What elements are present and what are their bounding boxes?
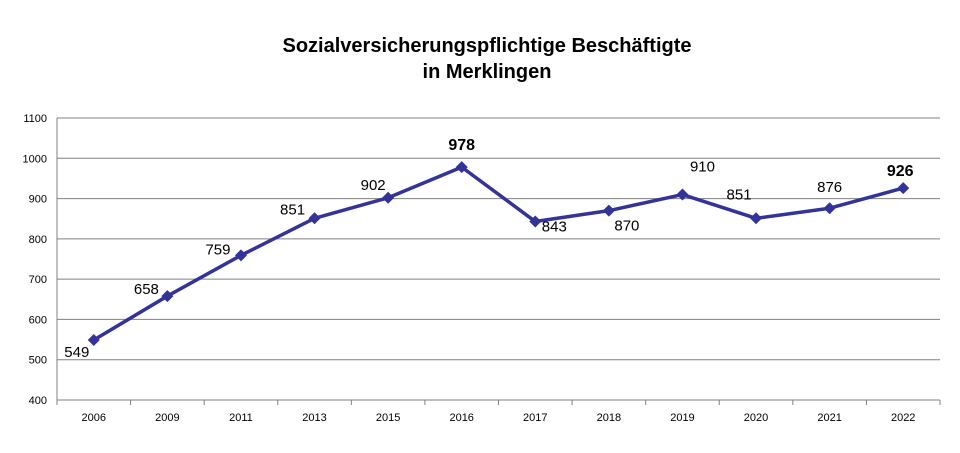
x-tick-label-2015: 2015	[376, 412, 400, 424]
data-point-2021	[823, 202, 836, 215]
data-label-2016: 978	[448, 137, 475, 154]
x-tick-label-2019: 2019	[670, 412, 694, 424]
y-tick-label-500: 500	[29, 355, 47, 367]
data-point-2009	[161, 290, 174, 303]
data-point-2019	[676, 188, 689, 201]
data-point-2020	[750, 212, 763, 225]
data-label-2006: 549	[64, 344, 89, 361]
x-tick-label-2009: 2009	[155, 412, 179, 424]
chart-title: Sozialversicherungspflichtige Beschäftig…	[0, 33, 960, 85]
y-tick-label-600: 600	[29, 314, 47, 326]
data-label-2009: 658	[134, 281, 159, 298]
y-tick-label-700: 700	[29, 274, 47, 286]
data-point-2015	[382, 191, 395, 204]
data-point-2017	[529, 215, 542, 228]
y-tick-label-1000: 1000	[23, 153, 47, 165]
y-tick-label-900: 900	[29, 194, 47, 206]
data-point-2016	[455, 161, 468, 174]
data-label-2018: 870	[614, 218, 639, 235]
x-tick-label-2011: 2011	[229, 412, 253, 424]
y-tick-label-1100: 1100	[23, 113, 47, 125]
data-label-2011: 759	[205, 241, 230, 258]
data-label-2022: 926	[887, 163, 914, 180]
x-tick-label-2018: 2018	[597, 412, 621, 424]
x-tick-label-2006: 2006	[82, 412, 106, 424]
x-tick-label-2021: 2021	[817, 412, 841, 424]
data-point-2022	[897, 182, 910, 195]
y-tick-label-400: 400	[29, 395, 47, 407]
data-label-2020: 851	[727, 186, 752, 203]
series-line	[92, 165, 904, 342]
x-tick-label-2016: 2016	[449, 412, 473, 424]
data-label-2015: 902	[361, 177, 386, 194]
data-label-2019: 910	[690, 159, 715, 176]
x-tick-label-2022: 2022	[891, 412, 915, 424]
chart-title-line-2: in Merklingen	[422, 61, 552, 83]
data-label-2013: 851	[280, 201, 305, 218]
data-point-2013	[308, 212, 321, 225]
data-point-2018	[602, 204, 615, 217]
data-point-2011	[234, 249, 247, 262]
data-label-2021: 876	[817, 179, 842, 196]
x-tick-label-2013: 2013	[302, 412, 326, 424]
data-label-2017: 843	[542, 219, 567, 236]
data-point-2006	[87, 333, 100, 346]
x-tick-label-2017: 2017	[523, 412, 547, 424]
chart-title-line-1: Sozialversicherungspflichtige Beschäftig…	[282, 35, 692, 57]
y-tick-label-800: 800	[29, 234, 47, 246]
x-tick-label-2020: 2020	[744, 412, 768, 424]
